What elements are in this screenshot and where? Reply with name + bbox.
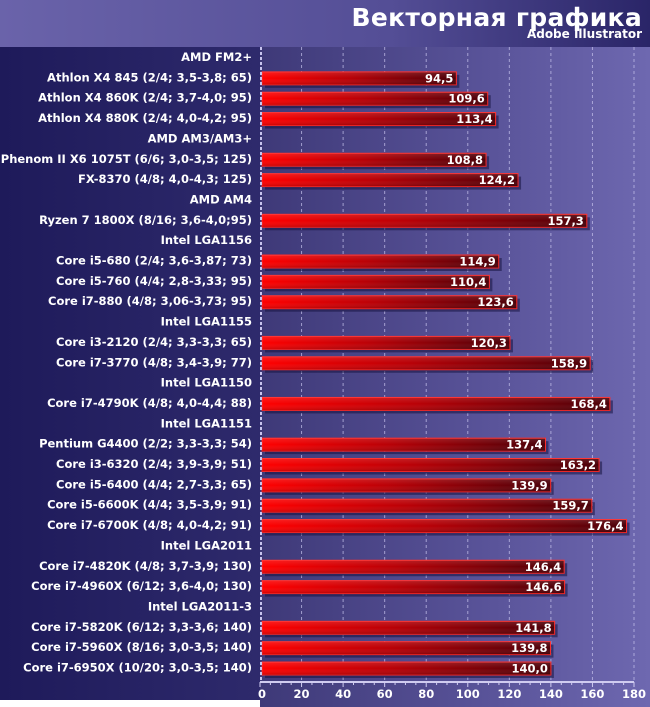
bar-highlight (262, 499, 592, 513)
group-label: Intel LGA1156 (161, 233, 252, 247)
x-tick-label: 140 (539, 687, 563, 700)
bar-highlight (262, 153, 487, 167)
x-tick-label: 180 (622, 687, 646, 700)
data-label: 113,4 (456, 112, 492, 126)
data-label: 120,3 (471, 336, 507, 350)
bar-highlight (262, 336, 510, 350)
x-tick-label: 60 (377, 687, 393, 700)
bar-highlight (262, 275, 490, 289)
category-label: Core i5-6400 (4/4; 2,7-3,3; 65) (56, 477, 252, 491)
category-label: Athlon X4 845 (2/4; 3,5-3,8; 65) (47, 70, 252, 84)
data-label: 123,6 (477, 295, 513, 309)
category-label: Athlon X4 880K (2/4; 4,0-4,2; 95) (38, 111, 252, 125)
category-label: Core i7-5820K (6/12; 3,3-3,6; 140) (31, 620, 252, 634)
category-label: Core i7-4960X (6/12; 3,6-4,0; 130) (31, 579, 252, 593)
chart-title: Векторная графика (351, 3, 642, 32)
data-label: 157,3 (547, 214, 583, 228)
bar-highlight (262, 641, 551, 655)
category-label: Pentium G4400 (2/2; 3,3-3,3; 54) (39, 437, 252, 451)
x-tick-label: 0 (258, 687, 266, 700)
category-labels: AMD FM2+ Athlon X4 845 (2/4; 3,5-3,8; 65)… (1, 50, 252, 675)
chart-subtitle: Adobe Illustrator (526, 27, 642, 41)
bar-highlight (262, 173, 519, 187)
bar-highlight (262, 295, 517, 309)
data-label: 140,0 (511, 662, 547, 676)
x-tick-label: 80 (418, 687, 434, 700)
category-label: Core i7-4790K (4/8; 4,0-4,4; 88) (47, 396, 252, 410)
group-label: AMD AM3/AM3+ (148, 131, 252, 145)
bar-highlight (262, 356, 591, 370)
category-label: Core i5-680 (2/4; 3,6-3,87; 73) (56, 254, 252, 268)
category-label: Ryzen 7 1800X (8/16; 3,6-4,0;95) (39, 213, 252, 227)
category-label: Core i7-4820K (4/8; 3,7-3,9; 130) (39, 559, 252, 573)
bar-highlight (262, 560, 565, 574)
data-label: 146,4 (525, 560, 561, 574)
data-label: 141,8 (515, 621, 551, 635)
category-label: Phenom II X6 1075T (6/6; 3,0-3,5; 125) (1, 152, 252, 166)
data-label: 137,4 (506, 438, 542, 452)
x-tick-label: 160 (580, 687, 604, 700)
category-label: Core i7-6950X (10/20; 3,0-3,5; 140) (23, 661, 252, 675)
data-label: 109,6 (448, 92, 484, 106)
bar-highlight (262, 438, 546, 452)
category-label: Core i7-3770 (4/8; 3,4-3,9; 77) (56, 355, 252, 369)
data-label: 110,4 (450, 275, 486, 289)
bar-highlight (262, 478, 551, 492)
bar-highlight (262, 255, 499, 268)
data-label: 114,9 (459, 255, 495, 269)
bar-highlight (262, 214, 587, 228)
bar-highlight (262, 92, 488, 106)
category-label: Athlon X4 860K (2/4; 3,7-4,0; 95) (38, 91, 252, 105)
x-tick-label: 20 (294, 687, 310, 700)
category-label: Core i5-6600K (4/4; 3,5-3,9; 91) (47, 498, 252, 512)
data-label: 139,9 (511, 478, 547, 492)
group-label: Intel LGA1155 (161, 315, 252, 329)
bar-highlight (262, 519, 627, 533)
data-label: 176,4 (587, 519, 623, 533)
category-label: FX-8370 (4/8; 4,0-4,3; 125) (78, 172, 252, 186)
category-label: Core i7-6700K (4/8; 4,0-4,2; 91) (47, 518, 252, 532)
group-label: Intel LGA2011 (161, 538, 252, 552)
bar-highlight (262, 397, 610, 411)
x-tick-label: 40 (335, 687, 351, 700)
category-label: Core i5-760 (4/4; 2,8-3,33; 95) (56, 274, 252, 288)
bar-highlight (262, 71, 457, 85)
category-label: Core i3-2120 (2/4; 3,3-3,3; 65) (56, 335, 252, 349)
x-tick-label: 120 (497, 687, 521, 700)
data-label: 94,5 (425, 71, 453, 85)
bar-highlight (262, 112, 496, 126)
category-label: Core i7-880 (4/8; 3,06-3,73; 95) (48, 294, 252, 308)
data-label: 158,9 (551, 356, 587, 370)
group-label: AMD AM4 (190, 192, 252, 206)
data-label: 108,8 (447, 153, 483, 167)
group-label: AMD FM2+ (181, 50, 252, 64)
chart-header: Векторная графика Adobe Illustrator (0, 0, 650, 47)
x-tick-label: 100 (456, 687, 480, 700)
category-label: Core i7-5960X (8/16; 3,0-3,5; 140) (31, 640, 252, 654)
bar-highlight (262, 580, 565, 594)
group-label: Intel LGA1151 (161, 416, 252, 430)
bars: 94,5 109,6 113,4 108,8 124,2 157,3 114,9 110,4 1… (261, 71, 630, 678)
group-label: Intel LGA1150 (161, 376, 252, 390)
bar-highlight (262, 621, 555, 635)
data-label: 168,4 (571, 397, 607, 411)
data-label: 124,2 (479, 173, 515, 187)
group-label: Intel LGA2011-3 (148, 599, 252, 613)
data-label: 163,2 (560, 458, 596, 472)
data-label: 139,8 (511, 641, 547, 655)
bar-highlight (262, 662, 551, 675)
data-label: 146,6 (525, 580, 561, 594)
data-label: 159,7 (552, 499, 588, 513)
x-axis: 0 20 40 60 80 100 120 140 160 180 (258, 47, 646, 700)
category-label: Core i3-6320 (2/4; 3,9-3,9; 51) (56, 457, 252, 471)
bar-highlight (262, 458, 600, 472)
